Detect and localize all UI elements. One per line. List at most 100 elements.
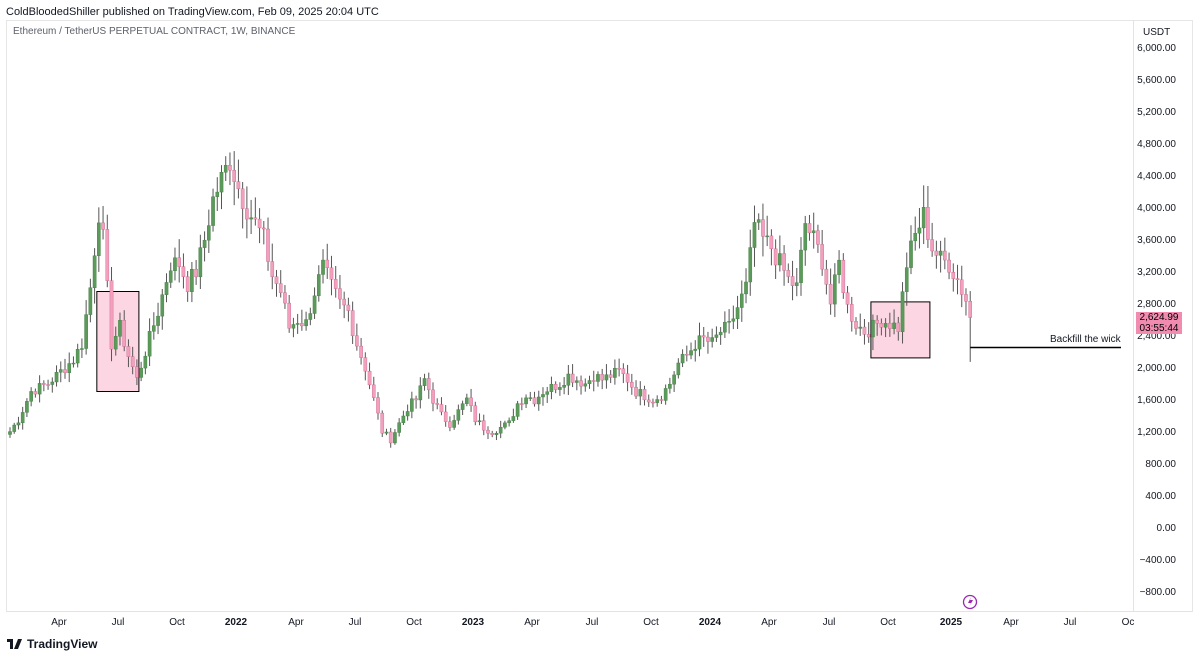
candle-down: [253, 217, 258, 220]
candle-up: [494, 432, 499, 435]
candle-down: [367, 370, 372, 386]
candle-up: [794, 282, 799, 286]
candle-down: [646, 399, 651, 403]
candle-up: [756, 219, 761, 223]
candle-up: [900, 291, 905, 332]
candle-down: [414, 398, 418, 401]
candle-up: [156, 315, 160, 326]
candle-up: [511, 416, 516, 421]
price-tick-label: 3,600.00: [1137, 235, 1176, 246]
candle-up: [799, 249, 803, 283]
candle-down: [926, 207, 930, 240]
candle-up: [97, 222, 101, 256]
candle-down: [177, 257, 182, 267]
candle-down: [790, 276, 795, 286]
candle-up: [727, 321, 731, 323]
candle-up: [913, 232, 918, 242]
tradingview-wordmark: TradingView: [27, 637, 98, 651]
candle-down: [426, 378, 431, 391]
price-tick-label: 2,000.00: [1137, 363, 1176, 374]
candle-up: [655, 399, 659, 403]
candle-up: [20, 412, 25, 424]
candle-down: [634, 386, 638, 397]
candle-up: [321, 259, 325, 275]
candle-down: [355, 335, 359, 347]
candle-down: [930, 239, 934, 252]
candle-down: [300, 323, 304, 327]
candle-down: [380, 412, 385, 434]
candle-down: [761, 219, 765, 237]
candle-up: [938, 250, 943, 256]
time-tick-label: 2025: [940, 617, 963, 628]
candle-up: [75, 348, 80, 364]
candle-down: [46, 384, 50, 386]
candle-up: [541, 394, 545, 398]
candle-up: [575, 380, 579, 383]
candle-up: [190, 268, 194, 292]
candle-down: [786, 270, 791, 277]
price-tick-label: 6,000.00: [1137, 43, 1176, 54]
candle-up: [54, 372, 59, 383]
candle-down: [283, 292, 287, 304]
candle-up: [113, 336, 118, 350]
candle-down: [600, 374, 604, 381]
candle-up: [710, 337, 714, 342]
candle-up: [147, 331, 152, 357]
candle-down: [346, 304, 351, 311]
candle-down: [520, 403, 524, 405]
candle-up: [249, 217, 253, 220]
candle-up: [638, 389, 643, 397]
time-tick-label: Jul: [586, 617, 599, 628]
candle-up: [765, 235, 769, 238]
candle-up: [308, 313, 313, 320]
candle-down: [625, 373, 630, 383]
candle-down: [63, 369, 67, 373]
candle-down: [642, 389, 647, 401]
candle-down: [896, 322, 901, 332]
candle-down: [101, 222, 105, 230]
candle-down: [591, 380, 596, 382]
candle-down: [816, 230, 820, 245]
candle-up: [71, 362, 76, 365]
candle-up: [689, 350, 693, 356]
candle-down: [443, 411, 448, 422]
candle-down: [350, 310, 355, 336]
time-tick-label: Oc: [1122, 617, 1135, 628]
candle-down: [934, 250, 939, 256]
candle-up: [223, 165, 228, 173]
candle-down: [185, 276, 190, 292]
candle-up: [291, 324, 296, 329]
candle-down: [706, 336, 710, 342]
candle-up: [173, 257, 177, 272]
candle-down: [333, 279, 338, 289]
candle-up: [401, 415, 406, 423]
candle-up: [397, 422, 401, 433]
candle-down: [109, 280, 114, 350]
time-tick-label: Oct: [880, 617, 896, 628]
price-tick-label: 0.00: [1157, 523, 1177, 534]
candle-up: [25, 401, 29, 413]
candle-down: [371, 384, 376, 398]
candle-down: [266, 228, 270, 262]
candle-up: [837, 259, 841, 275]
candle-up: [88, 287, 93, 315]
candle-up: [211, 196, 215, 226]
price-tick-label: 400.00: [1145, 491, 1176, 502]
price-tick-label: 5,600.00: [1137, 75, 1176, 86]
candle-down: [262, 227, 266, 230]
annotation-text: Backfill the wick: [1050, 334, 1121, 345]
candle-up: [871, 319, 875, 338]
candle-down: [473, 405, 478, 423]
time-tick-label: Apr: [288, 617, 304, 628]
candle-up: [477, 420, 482, 423]
price-tick-label: 4,800.00: [1137, 139, 1176, 150]
candle-up: [528, 397, 533, 399]
candle-down: [570, 373, 575, 383]
price-tick-label: 4,400.00: [1137, 171, 1176, 182]
candle-up: [718, 331, 723, 336]
candle-up: [613, 368, 617, 378]
candle-up: [37, 383, 42, 395]
candle-down: [342, 298, 346, 306]
footer-brand: TradingView: [7, 637, 97, 651]
